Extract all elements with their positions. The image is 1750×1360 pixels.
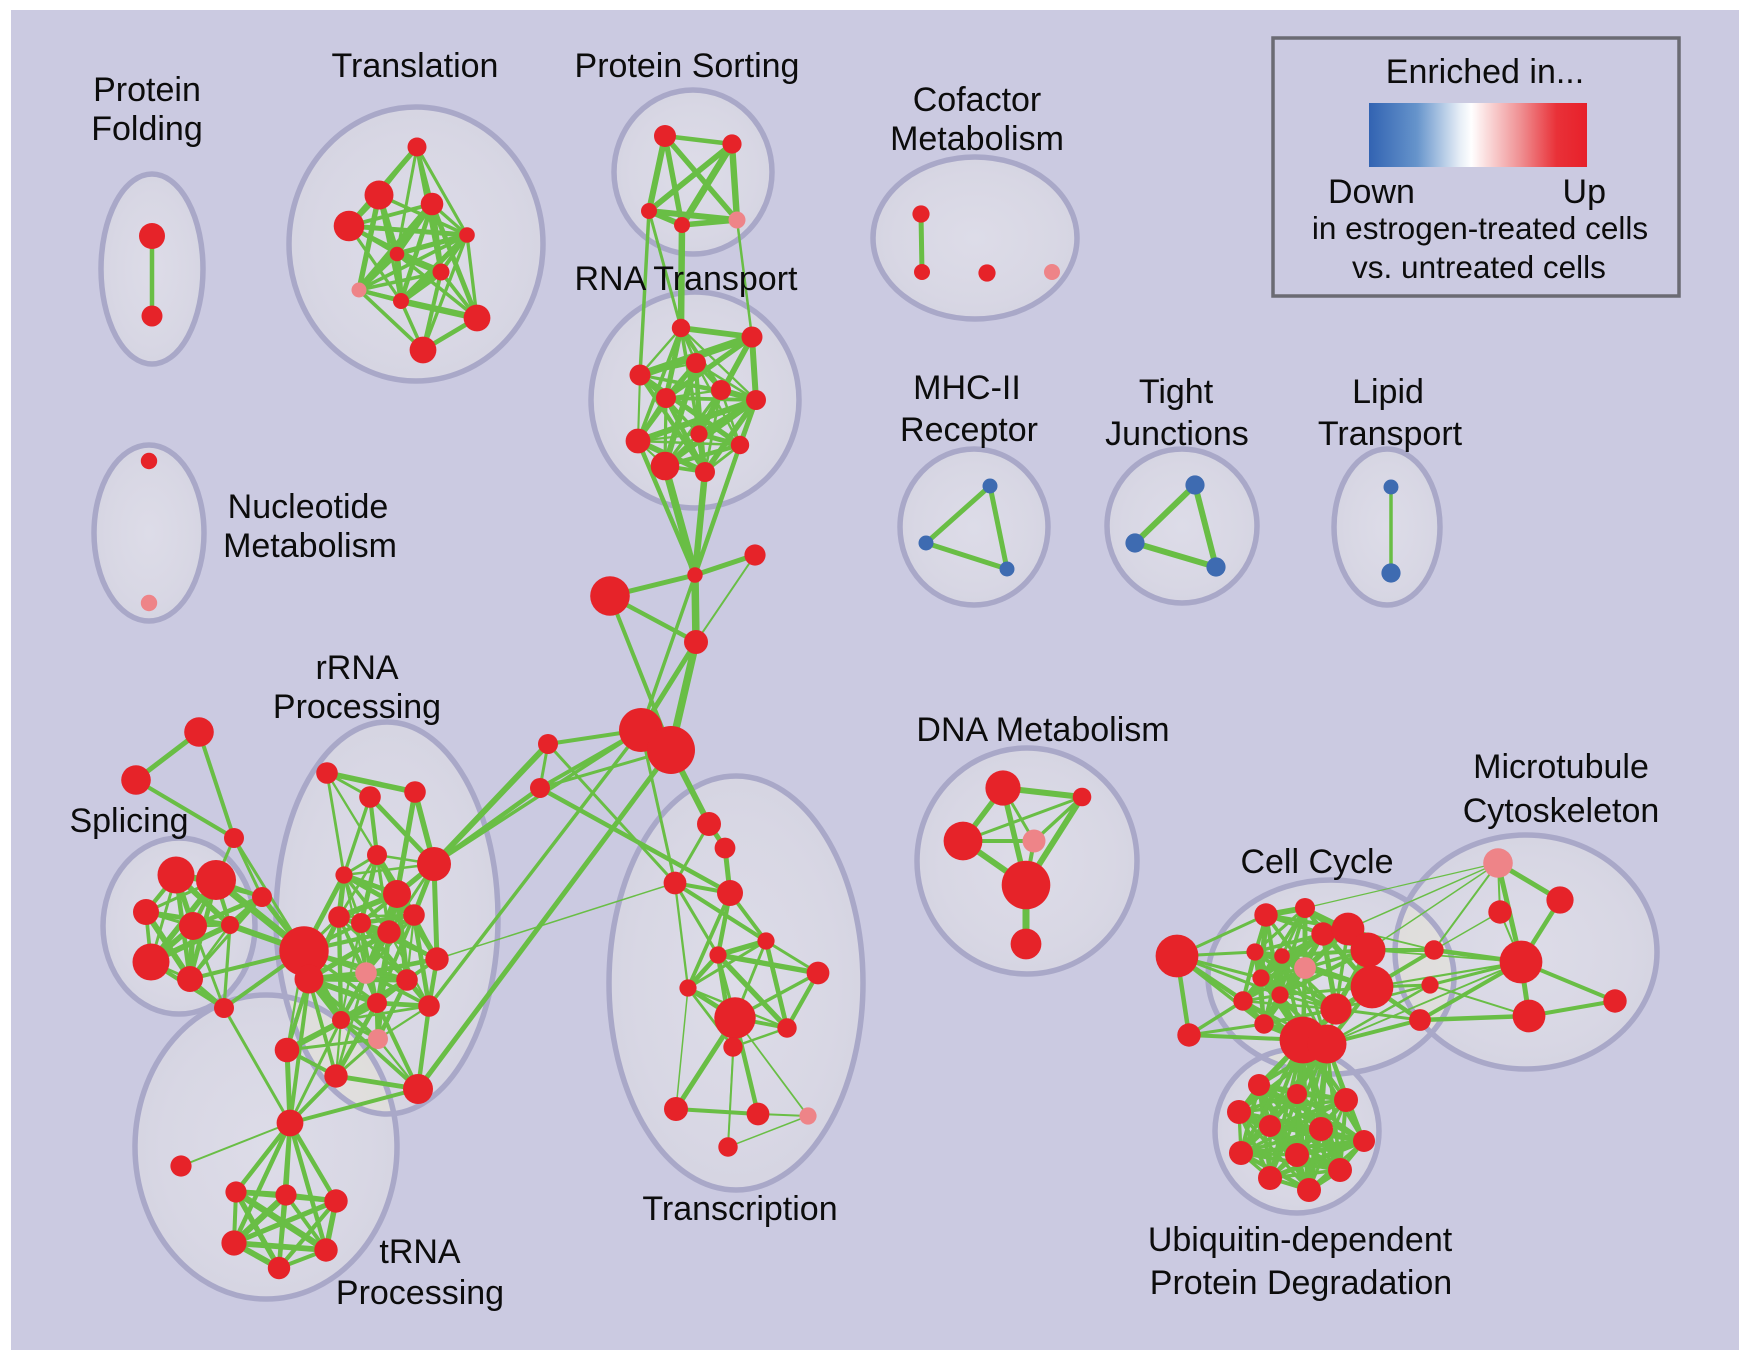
svg-text:tRNA: tRNA <box>379 1233 461 1271</box>
svg-text:Tight: Tight <box>1139 373 1214 411</box>
svg-text:Transcription: Transcription <box>642 1190 837 1228</box>
svg-text:Cytoskeleton: Cytoskeleton <box>1463 792 1660 830</box>
svg-text:Up: Up <box>1563 173 1606 211</box>
svg-text:RNA Transport: RNA Transport <box>575 260 799 298</box>
svg-text:MHC-II: MHC-II <box>913 369 1021 407</box>
svg-text:Protein: Protein <box>93 71 201 109</box>
svg-text:Protein Degradation: Protein Degradation <box>1150 1264 1452 1302</box>
svg-text:Down: Down <box>1328 173 1415 211</box>
svg-text:rRNA: rRNA <box>315 649 398 687</box>
svg-text:Junctions: Junctions <box>1105 415 1249 453</box>
svg-text:Ubiquitin-dependent: Ubiquitin-dependent <box>1148 1221 1453 1259</box>
svg-text:Cell Cycle: Cell Cycle <box>1240 843 1393 881</box>
svg-text:Microtubule: Microtubule <box>1473 748 1649 786</box>
svg-text:Transport: Transport <box>1318 415 1463 453</box>
svg-text:Nucleotide: Nucleotide <box>228 488 389 526</box>
svg-text:Translation: Translation <box>332 47 499 85</box>
svg-text:Splicing: Splicing <box>69 802 188 840</box>
svg-text:Processing: Processing <box>336 1274 504 1312</box>
svg-text:Cofactor: Cofactor <box>913 81 1042 119</box>
svg-text:Enriched in...: Enriched in... <box>1386 53 1584 91</box>
svg-text:Processing: Processing <box>273 688 441 726</box>
svg-text:vs. untreated cells: vs. untreated cells <box>1352 249 1606 285</box>
svg-text:in estrogen-treated cells: in estrogen-treated cells <box>1312 210 1648 246</box>
svg-text:Folding: Folding <box>91 110 203 148</box>
svg-text:Metabolism: Metabolism <box>890 120 1064 158</box>
svg-text:Metabolism: Metabolism <box>223 527 397 565</box>
svg-text:Protein Sorting: Protein Sorting <box>575 47 800 85</box>
svg-text:Receptor: Receptor <box>900 411 1038 449</box>
svg-text:Lipid: Lipid <box>1352 373 1424 411</box>
svg-text:DNA Metabolism: DNA Metabolism <box>916 711 1169 749</box>
